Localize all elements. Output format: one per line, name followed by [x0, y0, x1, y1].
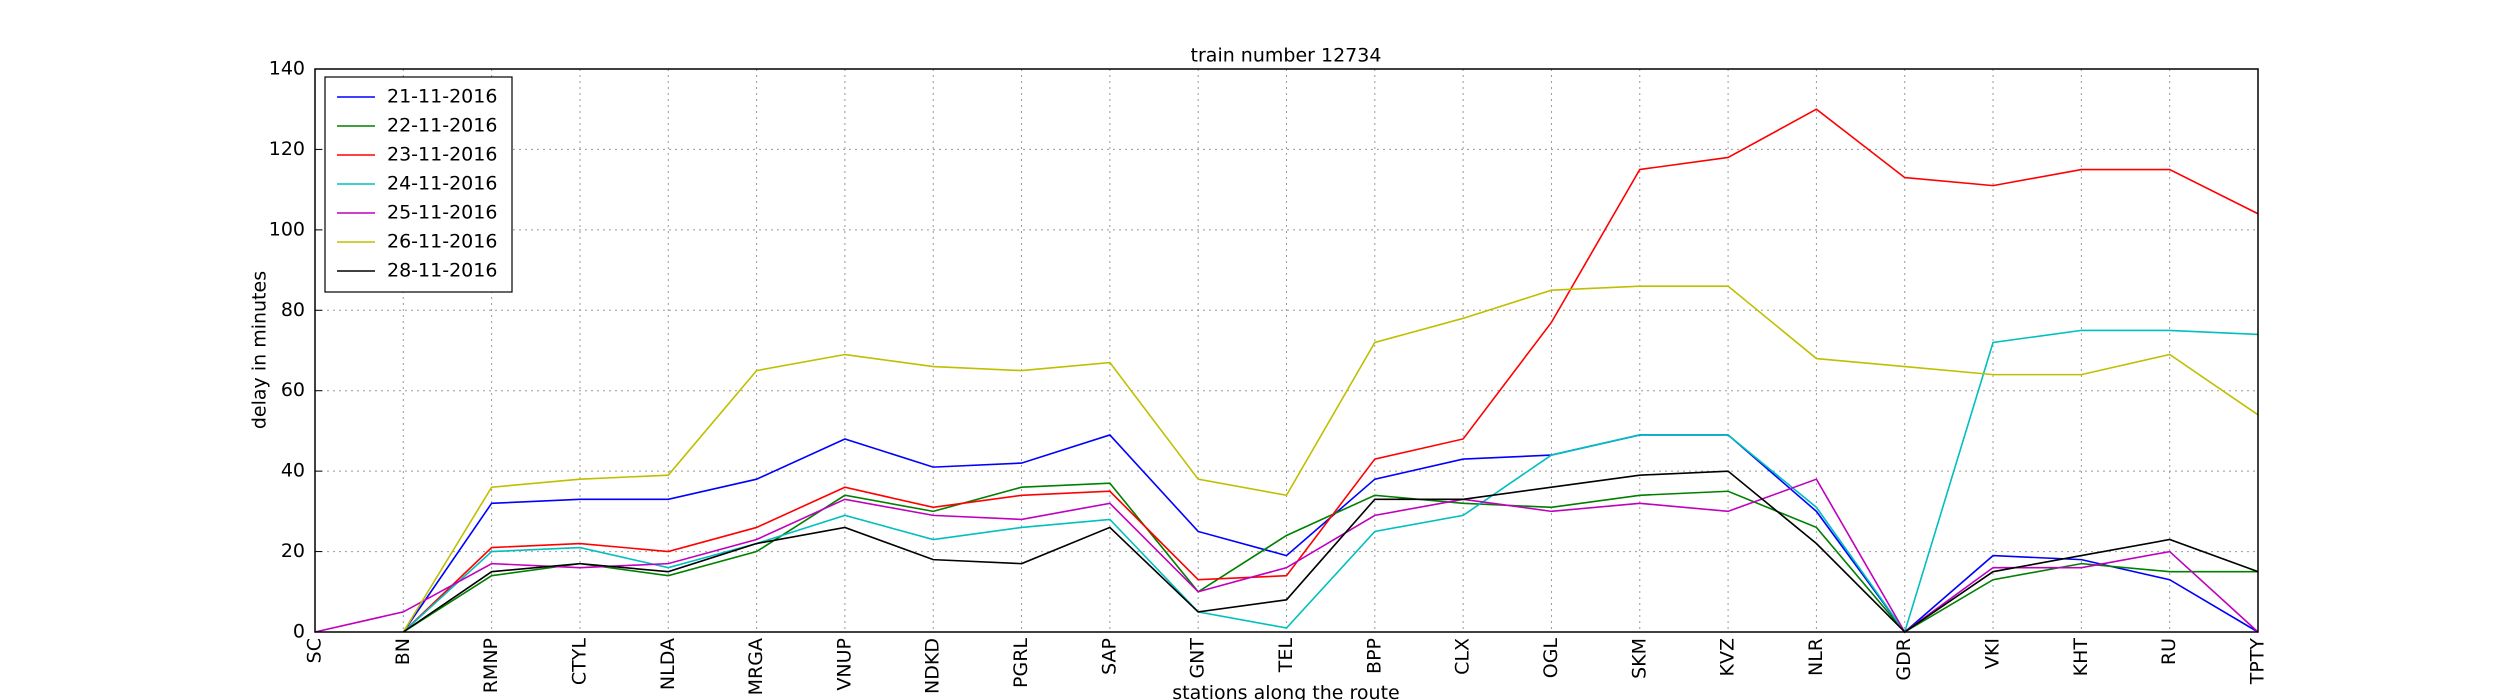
series-line [314, 478, 2259, 634]
x-tick-label: GDR [1893, 638, 1915, 681]
x-tick-label: BPP [1363, 638, 1385, 674]
plot-frame [314, 68, 2259, 633]
legend-label: 25-11-2016 [387, 202, 497, 224]
y-tick-label: 120 [269, 138, 305, 160]
x-tick-label: MRGA [745, 638, 767, 695]
chart-title: train number 12734 [1191, 45, 1382, 67]
x-tick-label: KHT [2070, 638, 2092, 677]
y-tick-label: 0 [293, 621, 305, 643]
x-tick-label: RU [2158, 638, 2180, 665]
legend-label: 24-11-2016 [387, 173, 497, 195]
x-tick-label: KVZ [1717, 638, 1739, 676]
legend-label: 23-11-2016 [387, 144, 497, 166]
x-tick-label: NLR [1805, 638, 1827, 676]
series-line [402, 108, 2259, 633]
x-tick-label: VKI [1982, 638, 2004, 669]
y-tick-label: 60 [281, 379, 305, 401]
x-tick-label: GNT [1187, 638, 1209, 679]
y-tick-label: 40 [281, 460, 305, 482]
x-tick-label: CLX [1452, 638, 1474, 675]
series-line [402, 329, 2259, 634]
x-tick-label: BN [392, 638, 414, 665]
x-tick-label: TPTY [2247, 638, 2269, 686]
x-tick-label: SKM [1628, 638, 1650, 679]
x-tick-label: CTYL [568, 638, 590, 685]
x-tick-label: OGL [1540, 638, 1562, 679]
x-tick-label: NDKD [922, 638, 944, 694]
legend-label: 26-11-2016 [387, 231, 497, 253]
x-tick-label: TEL [1275, 638, 1297, 674]
series-line [402, 482, 2258, 634]
x-tick-label: SAP [1098, 638, 1120, 675]
legend-label: 21-11-2016 [387, 86, 497, 108]
y-tick-label: 140 [269, 58, 305, 80]
x-tick-label: VNUP [833, 638, 855, 691]
y-axis-label: delay in minutes [249, 271, 271, 429]
y-tick-label: 20 [281, 540, 305, 562]
x-tick-label: NLDA [657, 638, 679, 690]
x-tick-label: SC [304, 638, 326, 663]
legend-label: 22-11-2016 [387, 115, 497, 137]
series-line [402, 285, 2259, 633]
y-tick-label: 100 [269, 218, 305, 240]
x-axis-label: stations along the route [1172, 682, 1399, 700]
series-line [402, 470, 2259, 634]
x-tick-label: RMNP [480, 638, 502, 693]
series-line [402, 434, 2259, 634]
x-tick-label: PGRL [1010, 638, 1032, 688]
y-tick-label: 80 [281, 299, 305, 321]
legend-label: 28-11-2016 [387, 260, 497, 282]
